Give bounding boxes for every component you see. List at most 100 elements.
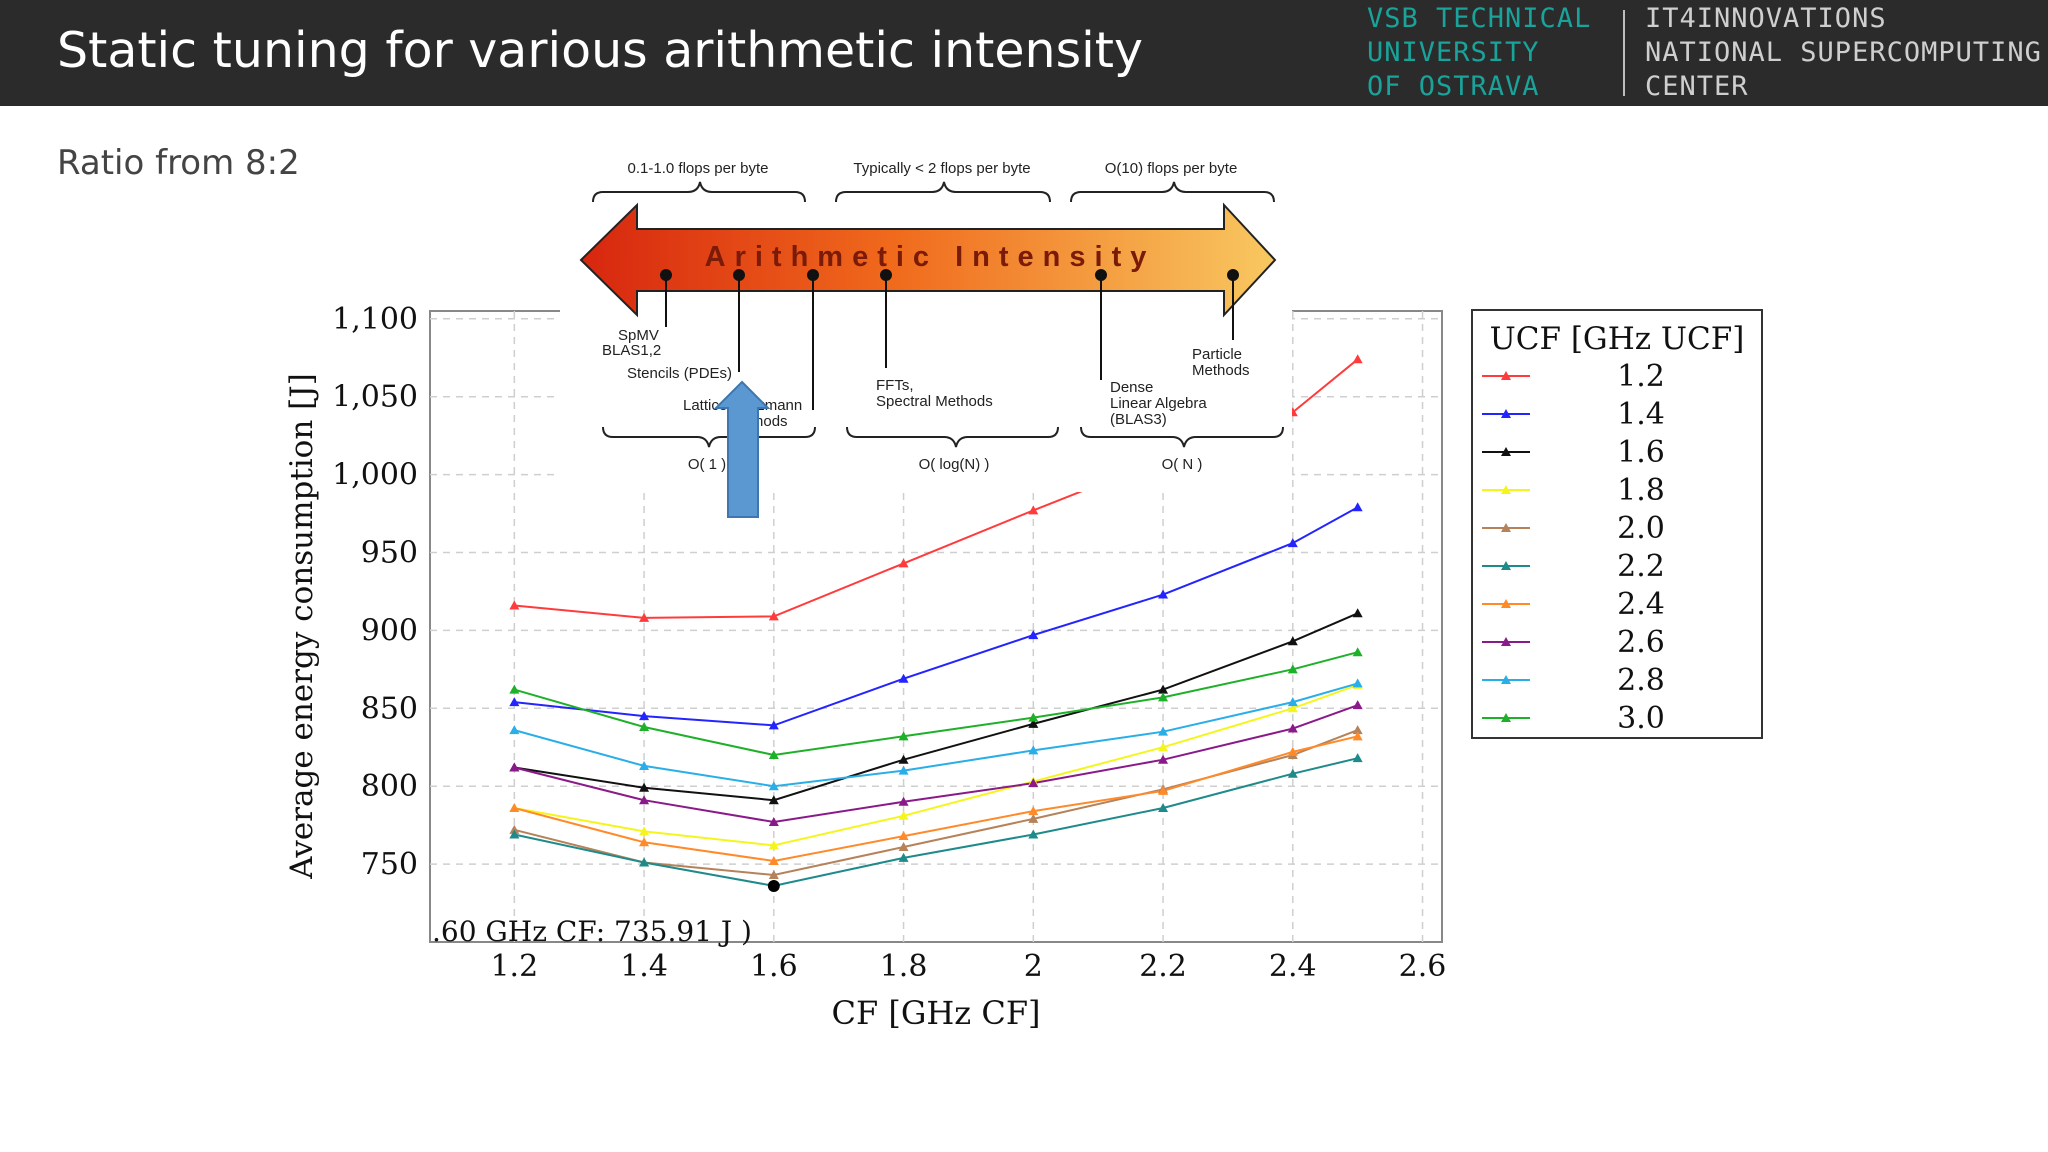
data-point-1.8	[768, 840, 779, 850]
legend-label: 3.0	[1617, 701, 1665, 736]
it4i-logo-line-2: NATIONAL SUPERCOMPUTING	[1645, 37, 2042, 68]
it4i-logo: IT4INNOVATIONS NATIONAL SUPERCOMPUTING C…	[1645, 2, 2042, 104]
x-tick-label: 1.2	[490, 949, 538, 984]
data-point-1.2	[768, 611, 779, 621]
data-point-2.4	[768, 855, 779, 865]
data-point-2.2	[639, 857, 650, 867]
slide-subtitle: Ratio from 8:2	[57, 143, 300, 183]
data-point-2.2	[1158, 803, 1169, 813]
x-tick-label: 2.4	[1269, 949, 1317, 984]
legend-marker-2.2	[1501, 561, 1511, 570]
y-tick-label: 1,050	[332, 380, 418, 415]
label-dense-1: Dense	[1110, 379, 1153, 396]
header-bar	[0, 0, 2048, 106]
data-point-1.8	[1287, 703, 1298, 713]
x-tick-labels: 1.2 1.4 1.6 1.8 2 2.2 2.4 2.6	[490, 949, 1446, 984]
series-markers	[509, 354, 1363, 890]
arithmetic-intensity-inset: 0.1-1.0 flops per byte Typically < 2 flo…	[560, 148, 1292, 518]
data-point-2.8	[768, 781, 779, 791]
series-line-2.0	[514, 729, 1359, 877]
vsb-logo-line-1: VSB TECHNICAL	[1367, 3, 1592, 34]
workload-pointers	[660, 269, 1239, 410]
legend-label: 2.6	[1617, 625, 1665, 660]
data-point-2.0	[768, 870, 779, 880]
top-brace-label-left: 0.1-1.0 flops per byte	[628, 160, 769, 177]
label-spmv-2: BLAS1,2	[602, 342, 661, 359]
legend-label: 2.8	[1617, 663, 1665, 698]
dot-dense	[1095, 269, 1107, 281]
data-point-1.6	[1287, 636, 1298, 646]
data-point-2.8	[1158, 726, 1169, 736]
data-point-2.2	[1287, 768, 1298, 778]
y-tick-labels: 750 800 850 900 950 1,000 1,050 1,100	[332, 302, 418, 882]
chart-annotation: .60 GHz CF: 735.91 J )	[432, 915, 752, 948]
blue-up-arrow	[713, 380, 771, 518]
data-point-2.2	[898, 852, 909, 862]
data-point-1.4	[1287, 538, 1298, 548]
x-tick-label: 2.6	[1399, 949, 1447, 984]
y-axis-label: Average energy consumption [J]	[284, 373, 320, 880]
data-point-2.0	[509, 824, 520, 834]
label-stencils: Stencils (PDEs)	[627, 365, 732, 382]
vsb-logo: VSB TECHNICAL UNIVERSITY OF OSTRAVA	[1367, 2, 1591, 104]
legend-items: 1.21.41.61.82.02.22.42.62.83.0	[1482, 359, 1665, 736]
series-line-2.6	[514, 704, 1359, 824]
data-point-1.2	[1352, 354, 1363, 364]
data-point-1.4	[1028, 630, 1039, 640]
top-braces	[592, 181, 1275, 203]
label-dense-2: Linear Algebra	[1110, 395, 1207, 412]
x-axis-label: CF [GHz CF]	[831, 994, 1040, 1032]
top-brace-label-right: O(10) flops per byte	[1105, 160, 1238, 177]
data-point-3.0	[639, 721, 650, 731]
data-point-1.2	[1028, 505, 1039, 515]
top-brace-right	[1070, 181, 1275, 203]
series-line-2.2	[514, 757, 1358, 887]
legend-marker-1.4	[1501, 409, 1511, 418]
series-line-2.8	[514, 682, 1358, 788]
data-point-2.4	[639, 837, 650, 847]
data-point-2.8	[1352, 678, 1363, 688]
data-point-1.4	[1158, 589, 1169, 599]
highlight-point	[767, 880, 780, 893]
legend-label: 1.4	[1617, 397, 1665, 432]
data-point-2.0	[1352, 725, 1363, 735]
legend-label: 1.2	[1617, 359, 1665, 394]
y-tick-label: 800	[361, 769, 418, 804]
data-point-1.6	[1028, 718, 1039, 728]
y-tick-label: 850	[361, 691, 418, 726]
data-point-1.8	[639, 826, 650, 836]
top-brace-middle	[835, 181, 1051, 203]
data-point-2.8	[898, 765, 909, 775]
legend-marker-2.4	[1501, 599, 1511, 608]
label-spmv-1: SpMV	[618, 327, 659, 344]
data-point-3.0	[768, 750, 779, 760]
data-point-2.0	[898, 841, 909, 851]
page-title: Static tuning for various arithmetic int…	[57, 22, 1143, 79]
legend-frame	[1471, 309, 1763, 739]
data-point-1.2	[509, 600, 520, 610]
dot-stencils	[733, 269, 745, 281]
data-point-2.6	[639, 795, 650, 805]
label-ffts-1: FFTs,	[876, 377, 914, 394]
data-point-3.0	[1352, 647, 1363, 657]
series-line-2.4	[514, 735, 1358, 863]
data-point-3.0	[898, 731, 909, 741]
data-point-2.4	[1352, 731, 1363, 741]
inset-background	[560, 148, 1292, 492]
data-point-2.8	[1028, 745, 1039, 755]
y-tick-label: 1,000	[332, 458, 418, 493]
series-line-1.4	[514, 506, 1359, 727]
x-tick-label: 2.2	[1139, 949, 1187, 984]
series-line-1.8	[514, 683, 1359, 847]
bottom-brace-middle	[846, 426, 1059, 448]
data-point-3.0	[1287, 664, 1298, 674]
y-tick-label: 950	[361, 535, 418, 570]
top-brace-label-middle: Typically < 2 flops per byte	[853, 160, 1030, 177]
legend: UCF [GHz UCF] 1.21.41.61.82.02.22.42.62.…	[1471, 309, 1763, 739]
data-point-2.6	[1028, 778, 1039, 788]
logo-divider	[1623, 10, 1625, 96]
data-point-3.0	[1028, 712, 1039, 722]
data-point-2.6	[768, 817, 779, 827]
data-point-1.8	[898, 810, 909, 820]
x-tick-label: 1.4	[620, 949, 668, 984]
